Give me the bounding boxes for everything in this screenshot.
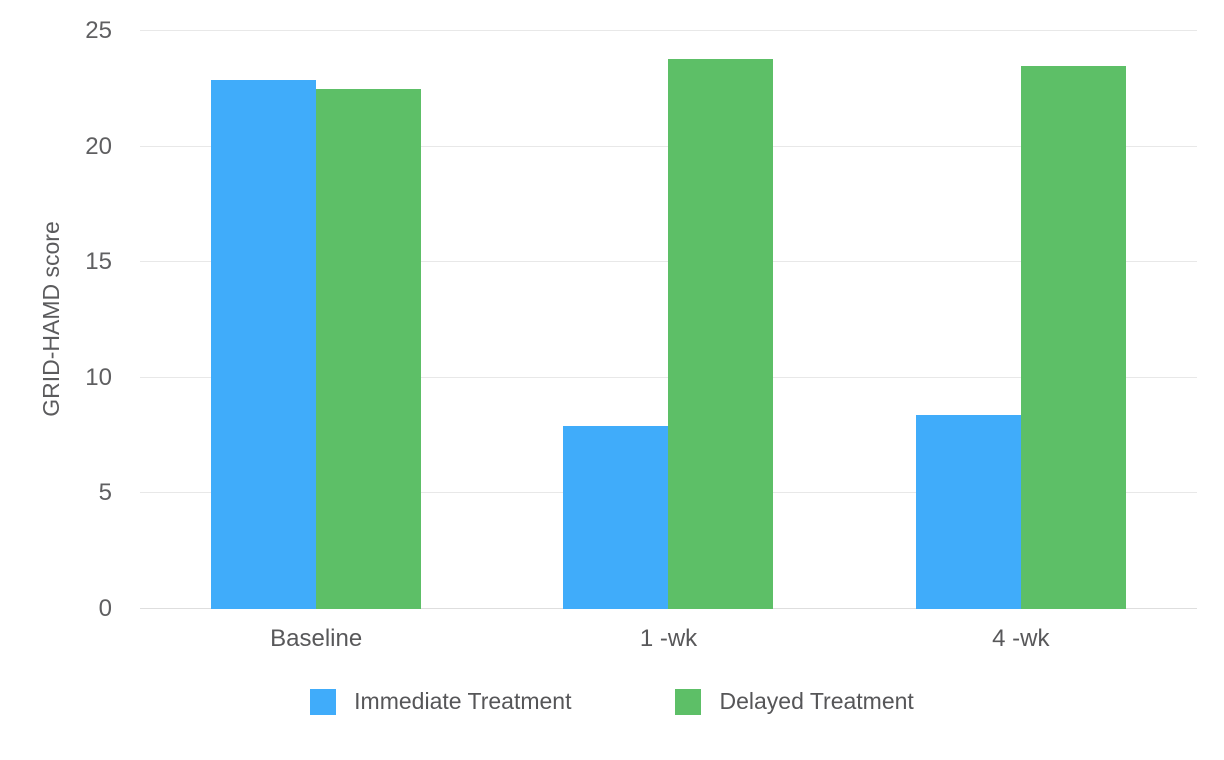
bars-layer — [140, 31, 1197, 609]
y-tick-label-5: 5 — [98, 479, 112, 507]
bar-delayed-treatment-baseline — [316, 88, 422, 609]
y-axis-tick-labels: 0 5 10 15 20 25 — [40, 17, 112, 622]
bar-immediate-treatment-4-wk — [915, 414, 1021, 609]
legend: Immediate Treatment Delayed Treatment — [0, 688, 1224, 715]
x-category-label-baseline: Baseline — [270, 625, 363, 652]
legend-swatch-icon — [310, 688, 337, 715]
legend-label: Delayed Treatment — [719, 688, 914, 714]
legend-item-immediate-treatment: Immediate Treatment — [310, 688, 571, 715]
x-category-label-4-wk: 4 -wk — [992, 625, 1050, 652]
bar-immediate-treatment-baseline — [211, 79, 317, 609]
y-tick-label-15: 15 — [85, 248, 112, 276]
legend-swatch-icon — [675, 688, 702, 715]
y-tick-label-25: 25 — [85, 17, 112, 44]
x-axis-category-labels: Baseline 1 -wk 4 -wk — [140, 624, 1197, 654]
legend-item-delayed-treatment: Delayed Treatment — [675, 688, 914, 715]
y-tick-label-0: 0 — [98, 595, 112, 622]
plot-area — [140, 30, 1197, 609]
x-category-label-1-wk: 1 -wk — [639, 625, 698, 652]
bar-delayed-treatment-4-wk — [1020, 65, 1126, 609]
bar-group-4-wk — [845, 31, 1197, 609]
bar-group-baseline — [140, 31, 492, 609]
bar-immediate-treatment-1-wk — [563, 426, 669, 609]
bar-delayed-treatment-1-wk — [668, 58, 774, 609]
y-tick-label-10: 10 — [85, 363, 112, 391]
y-tick-label-20: 20 — [85, 132, 112, 160]
bar-group-1-wk — [492, 31, 844, 609]
legend-label: Immediate Treatment — [354, 688, 572, 714]
gridline-25 — [140, 30, 1197, 31]
